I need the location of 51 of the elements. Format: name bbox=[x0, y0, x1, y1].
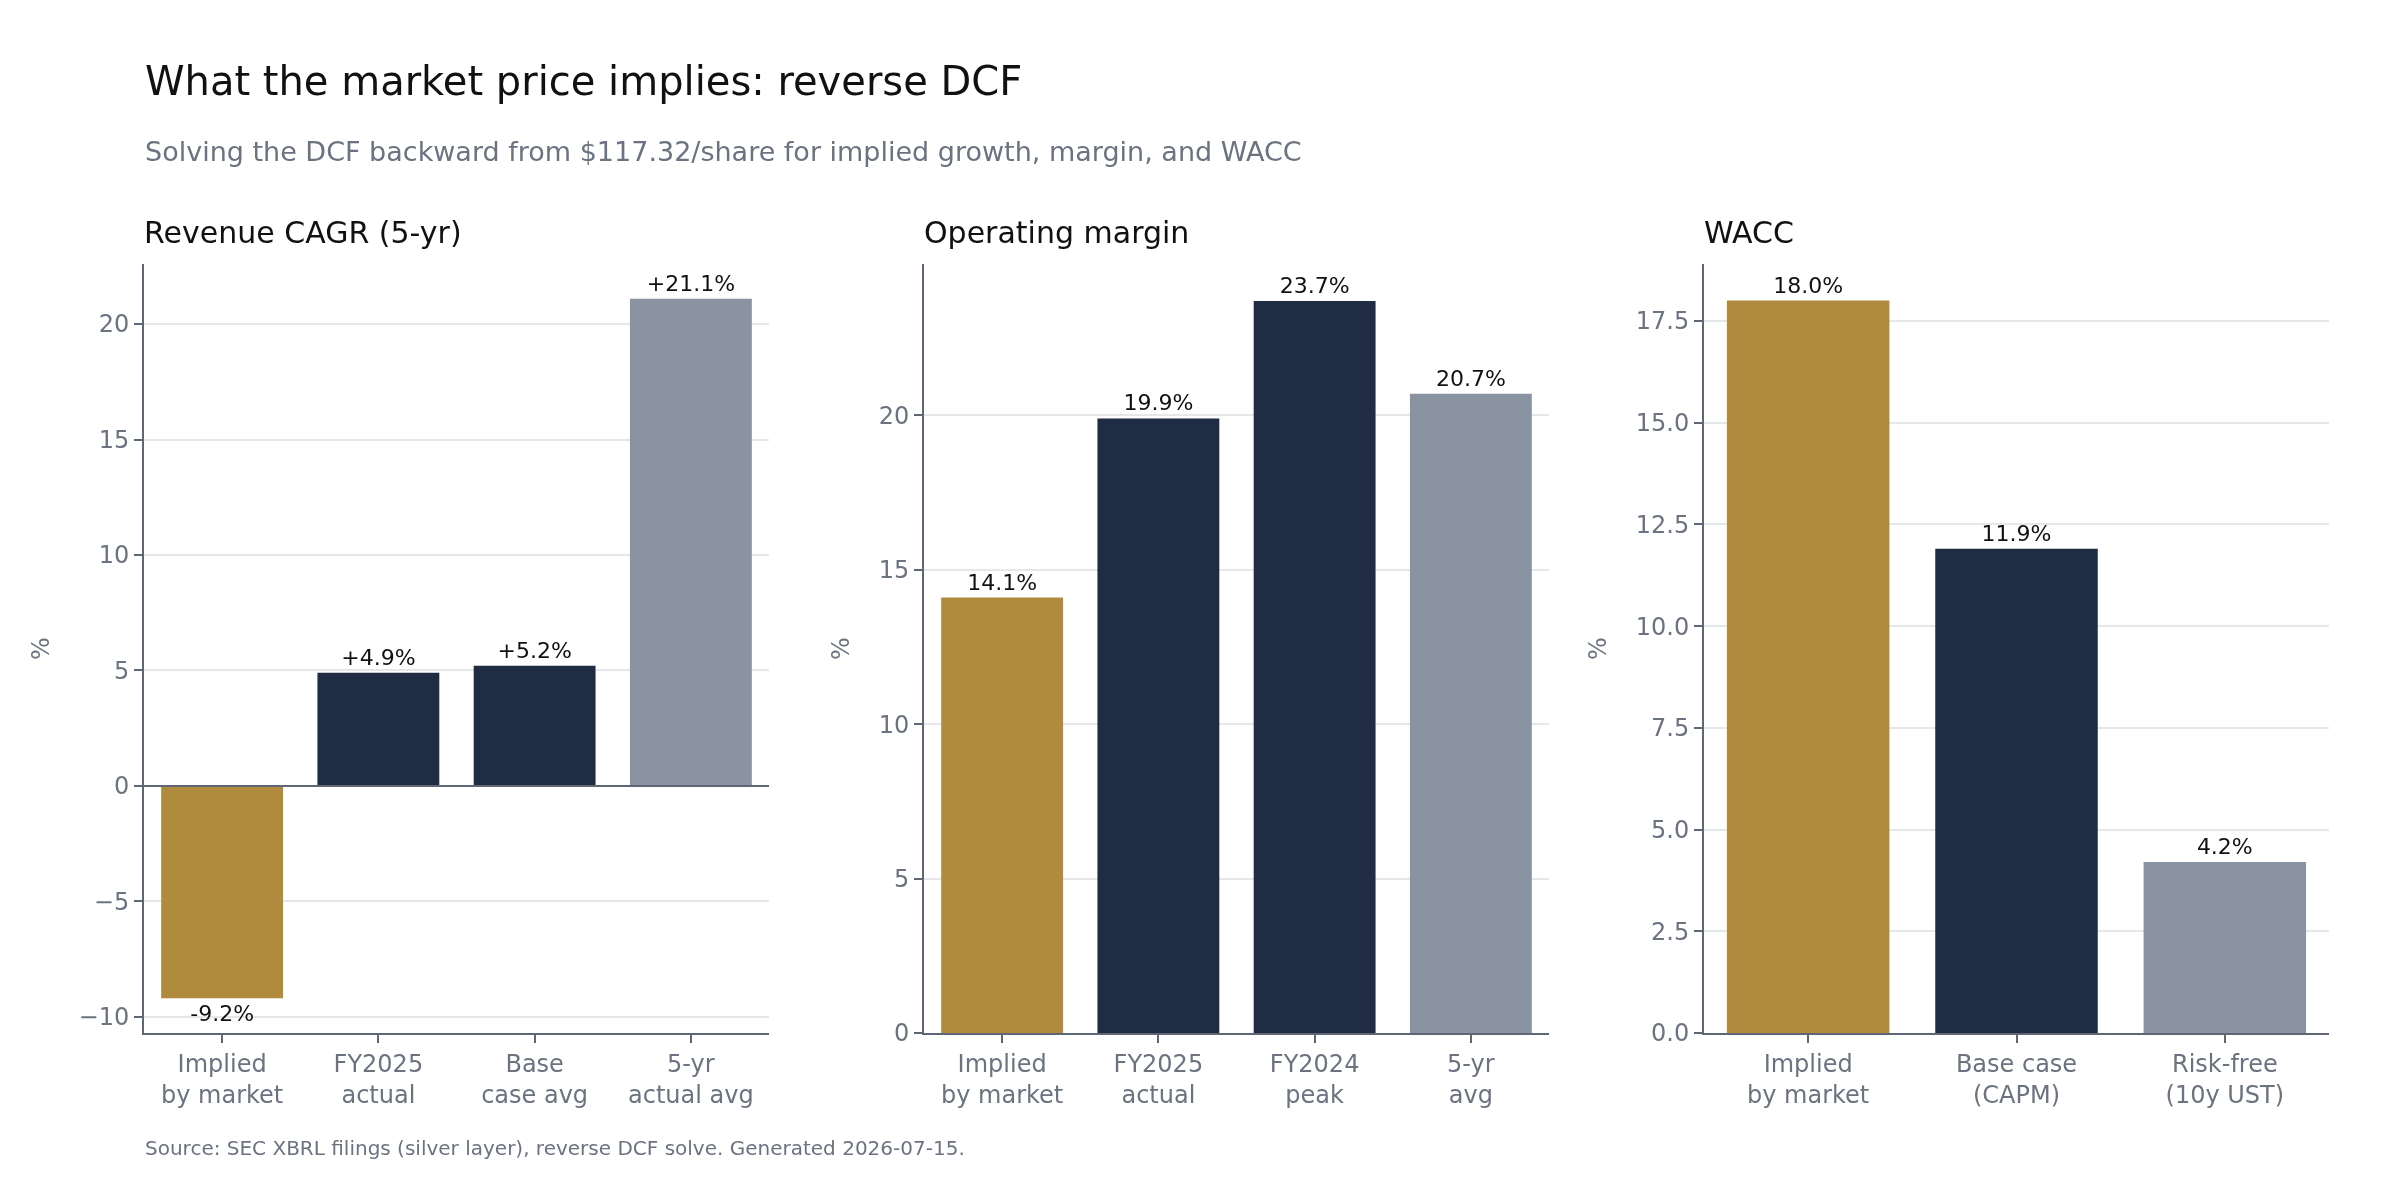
y-tick-label: 10 bbox=[878, 710, 910, 739]
x-tick-label: Implied by market bbox=[161, 1049, 284, 1109]
x-tick-label: FY2024 peak bbox=[1269, 1049, 1360, 1109]
y-tick-label: 0 bbox=[113, 772, 130, 801]
y-axis-title: % bbox=[827, 637, 856, 660]
x-tick-label: Base case avg bbox=[481, 1049, 589, 1109]
x-tick-label: FY2025 actual bbox=[1113, 1049, 1204, 1109]
data-label: 23.7% bbox=[1279, 273, 1350, 299]
x-tick-label: Base case (CAPM) bbox=[1955, 1049, 2078, 1109]
y-tick-label: 10 bbox=[98, 541, 130, 570]
data-label: +21.1% bbox=[646, 270, 736, 296]
y-tick-label: 20 bbox=[98, 310, 130, 339]
data-label: 20.7% bbox=[1435, 365, 1506, 391]
source-note: Source: SEC XBRL filings (silver layer), reverse DCF solve. Generated 2026-07-15. bbox=[145, 1136, 965, 1160]
chart-title: Operating margin bbox=[924, 214, 1190, 250]
y-tick-label: 7.5 bbox=[1651, 714, 1690, 743]
y-tick-label: 5.0 bbox=[1651, 815, 1690, 844]
y-tick-label: 0.0 bbox=[1651, 1019, 1690, 1048]
x-tick-label: 5-yr avg bbox=[1447, 1049, 1495, 1109]
y-tick-label: 15.0 bbox=[1635, 409, 1690, 438]
data-label: 18.0% bbox=[1773, 272, 1844, 298]
chart-title: WACC bbox=[1704, 214, 1794, 250]
x-tick-label: Implied by market bbox=[941, 1049, 1064, 1109]
y-tick-label: −5 bbox=[93, 887, 130, 916]
text: What the market price implies: reverse DCF bbox=[145, 58, 1023, 104]
y-tick-label: 2.5 bbox=[1651, 917, 1690, 946]
y-tick-label: 15 bbox=[98, 425, 130, 454]
y-tick-label: 17.5 bbox=[1635, 307, 1690, 336]
y-axis-title: % bbox=[1584, 637, 1613, 660]
y-tick-label: 12.5 bbox=[1635, 510, 1690, 539]
y-tick-label: 15 bbox=[878, 556, 910, 585]
x-tick-label: Implied by market bbox=[1747, 1049, 1870, 1109]
x-tick-label: Risk-free (10y UST) bbox=[2165, 1049, 2285, 1109]
data-label: 14.1% bbox=[967, 569, 1038, 595]
data-label: +5.2% bbox=[497, 637, 572, 663]
y-tick-label: 20 bbox=[878, 401, 910, 430]
text: Solving the DCF backward from $117.32/share for implied growth, margin, and WACC bbox=[145, 136, 1302, 167]
data-label: 4.2% bbox=[2196, 834, 2253, 860]
data-label: -9.2% bbox=[190, 1001, 255, 1027]
y-tick-label: 5 bbox=[893, 864, 910, 893]
chart-title: Revenue CAGR (5-yr) bbox=[144, 214, 462, 250]
x-tick-label: 5-yr actual avg bbox=[628, 1049, 754, 1109]
y-tick-label: 10.0 bbox=[1635, 612, 1690, 641]
y-tick-label: 5 bbox=[113, 656, 130, 685]
data-label: +4.9% bbox=[341, 644, 416, 670]
y-tick-label: 0 bbox=[893, 1019, 910, 1048]
data-label: 11.9% bbox=[1981, 520, 2052, 546]
y-tick-label: −10 bbox=[78, 1003, 130, 1032]
x-tick-label: FY2025 actual bbox=[333, 1049, 424, 1109]
data-label: 19.9% bbox=[1123, 390, 1194, 416]
y-axis-title: % bbox=[27, 637, 56, 660]
